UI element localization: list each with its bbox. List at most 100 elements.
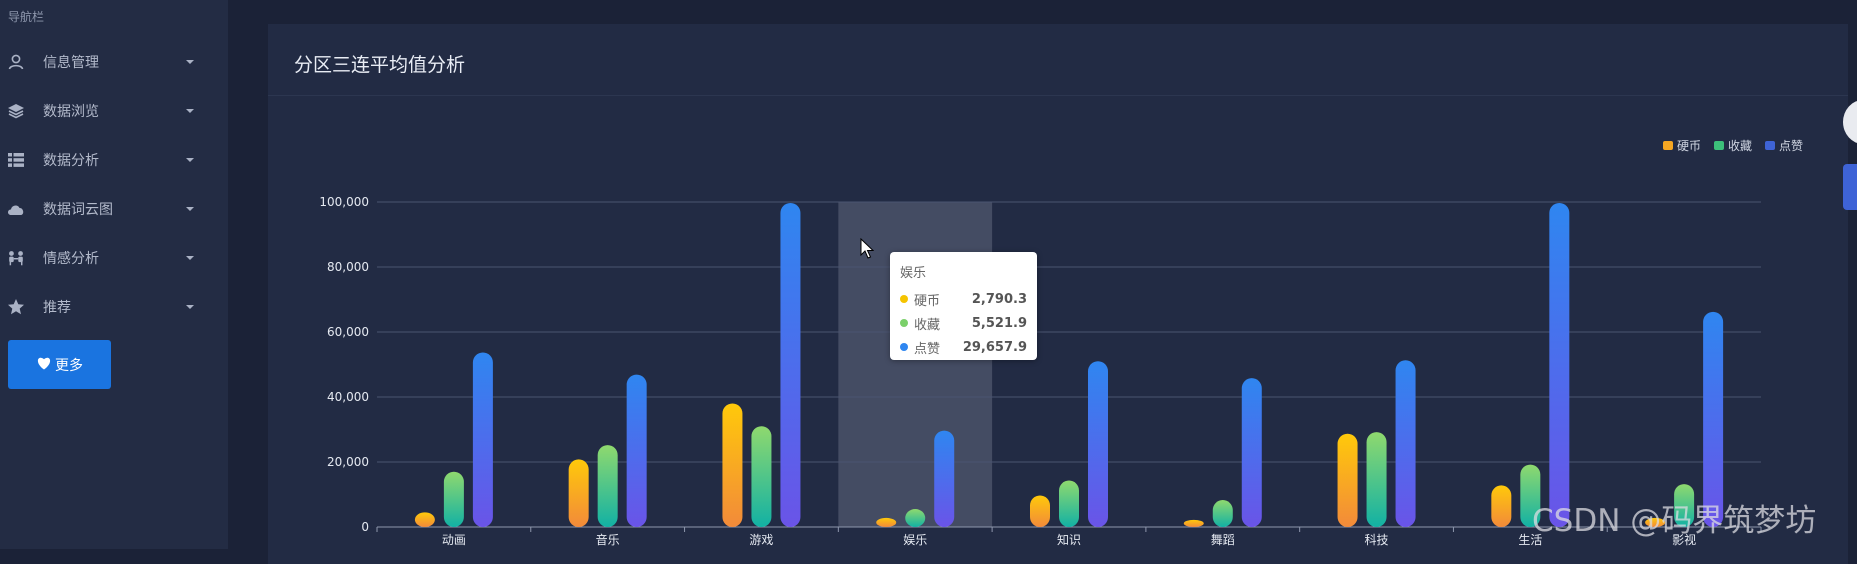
bar-like[interactable] (626, 374, 647, 527)
bar-coin[interactable] (876, 517, 897, 527)
bar-collect[interactable] (1520, 464, 1541, 527)
legend-item-like[interactable]: 点赞 (1765, 137, 1803, 154)
nav-item-label: 推荐 (43, 300, 71, 316)
floating-action-button[interactable] (1843, 100, 1857, 144)
y-tick-label: 40,000 (327, 390, 369, 404)
nav-item-data-analysis[interactable]: 数据分析 (0, 140, 228, 180)
legend-label: 硬币 (1677, 139, 1702, 153)
chart-panel: 分区三连平均值分析 (268, 24, 1848, 564)
legend-item-collect[interactable]: 收藏 (1714, 137, 1752, 154)
legend-swatch (1714, 141, 1724, 150)
caret-down-icon (186, 305, 194, 309)
tooltip-value: 29,657.9 (962, 339, 1027, 355)
user-icon (6, 52, 26, 72)
cloud-icon (6, 199, 26, 219)
side-tab[interactable] (1843, 164, 1857, 210)
bar-coin[interactable] (568, 459, 589, 527)
tooltip-row: 硬币 2,790.3 (900, 287, 1027, 311)
nav-item-label: 情感分析 (43, 251, 99, 267)
caret-down-icon (186, 256, 194, 260)
bar-coin[interactable] (722, 403, 743, 528)
more-button-label: 更多 (55, 357, 83, 374)
y-tick-label: 60,000 (327, 325, 369, 339)
tooltip-row: 收藏 5,521.9 (900, 311, 1027, 335)
bar-collect[interactable] (443, 471, 464, 527)
tooltip-row: 点赞 29,657.9 (900, 335, 1027, 359)
bar-coin[interactable] (1337, 433, 1358, 527)
caret-down-icon (186, 158, 194, 162)
caret-down-icon (186, 207, 194, 211)
tooltip-value: 2,790.3 (971, 291, 1027, 307)
bar-like[interactable] (1241, 378, 1262, 527)
nav-item-recommend[interactable]: 推荐 (0, 287, 228, 327)
bar-coin[interactable] (1030, 495, 1050, 527)
legend-swatch (1765, 141, 1775, 150)
y-tick-label: 20,000 (327, 455, 369, 469)
y-tick-label: 0 (361, 520, 369, 534)
legend-label: 收藏 (1728, 139, 1753, 153)
legend-label: 点赞 (1779, 139, 1804, 153)
nav-item-info-management[interactable]: 信息管理 (0, 42, 228, 82)
x-tick-label: 娱乐 (903, 533, 927, 547)
nav-item-label: 数据词云图 (43, 202, 113, 218)
x-tick-label: 科技 (1365, 533, 1389, 547)
bar-collect[interactable] (1674, 484, 1695, 527)
tooltip-dot (900, 295, 908, 303)
mouse-cursor-icon (860, 238, 874, 259)
bar-like[interactable] (780, 202, 801, 527)
caret-down-icon (186, 109, 194, 113)
tooltip-dot (900, 343, 908, 351)
bar-like[interactable] (1549, 202, 1570, 527)
bar-coin[interactable] (1183, 519, 1204, 527)
bar-coin[interactable] (414, 512, 435, 527)
bar-chart: 0 20,000 40,000 60,000 80,000 100,000 动画 音乐 游戏 娱乐… (319, 195, 1762, 547)
heart-icon (36, 356, 52, 374)
x-tick-label: 影视 (1672, 532, 1696, 547)
y-tick-label: 100,000 (319, 195, 369, 209)
nav-item-data-browse[interactable]: 数据浏览 (0, 91, 228, 131)
caret-down-icon (186, 60, 194, 64)
bar-like[interactable] (1088, 361, 1108, 527)
nav-item-label: 数据浏览 (43, 104, 99, 120)
tooltip-title: 娱乐 (900, 266, 927, 281)
star-icon (6, 297, 26, 317)
bar-collect[interactable] (905, 509, 926, 527)
people-icon (6, 248, 26, 268)
x-tick-label: 动画 (442, 533, 466, 547)
bar-collect[interactable] (751, 426, 772, 527)
x-tick-label: 舞蹈 (1211, 533, 1235, 547)
x-tick-label: 游戏 (749, 533, 773, 547)
bar-coin[interactable] (1491, 485, 1512, 527)
list-icon (6, 150, 26, 170)
nav-item-label: 信息管理 (43, 55, 99, 71)
chart-tooltip: 娱乐 硬币 2,790.3 收藏 5,521.9 点赞 29,657.9 (890, 252, 1037, 360)
nav-item-word-cloud[interactable]: 数据词云图 (0, 189, 228, 229)
legend-item-coin[interactable]: 硬币 (1663, 137, 1701, 154)
tooltip-series-name: 收藏 (914, 317, 941, 333)
panel-title: 分区三连平均值分析 (294, 54, 466, 76)
bar-collect[interactable] (1212, 500, 1233, 527)
tooltip-dot (900, 319, 908, 327)
bar-like[interactable] (934, 430, 955, 527)
bar-like[interactable] (1395, 360, 1416, 527)
nav-item-sentiment-analysis[interactable]: 情感分析 (0, 238, 228, 278)
tooltip-value: 5,521.9 (971, 315, 1027, 331)
bar-like[interactable] (472, 352, 493, 527)
bar-like[interactable] (1703, 311, 1724, 527)
y-tick-label: 80,000 (327, 260, 369, 274)
nav-heading: 导航栏 (8, 10, 45, 24)
x-tick-label: 知识 (1057, 533, 1081, 547)
bar-collect[interactable] (1366, 432, 1387, 527)
x-tick-label: 生活 (1518, 533, 1542, 547)
panel-header: 分区三连平均值分析 (268, 24, 1848, 96)
more-button[interactable]: 更多 (8, 340, 111, 389)
layers-icon (6, 101, 26, 121)
bar-coin[interactable] (1645, 517, 1666, 527)
x-tick-label: 音乐 (596, 532, 620, 547)
legend-swatch (1663, 141, 1673, 150)
bar-collect[interactable] (597, 445, 618, 527)
bar-collect[interactable] (1059, 480, 1079, 527)
nav-item-label: 数据分析 (43, 153, 99, 169)
watermark: CSDN @码界筑梦坊 (1532, 503, 1817, 539)
tooltip-series-name: 硬币 (914, 293, 941, 309)
